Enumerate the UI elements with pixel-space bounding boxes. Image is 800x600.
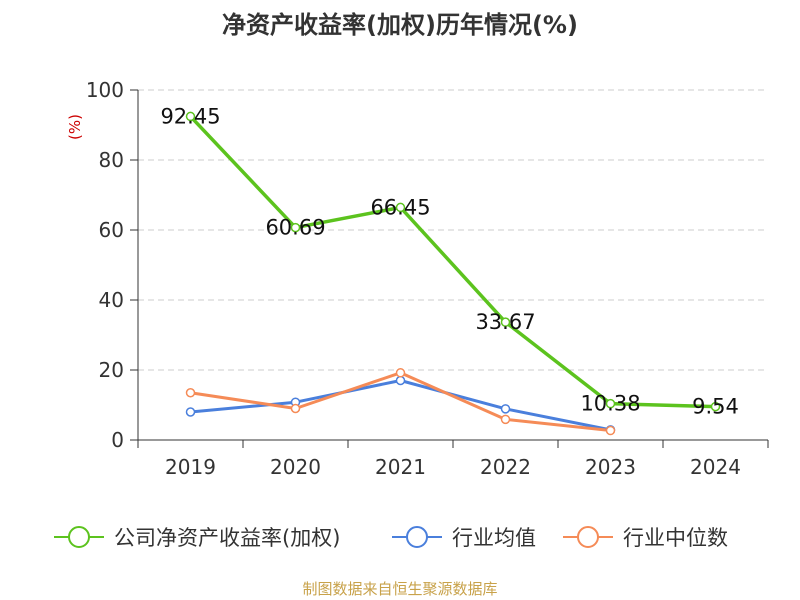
grid-lines bbox=[138, 89, 768, 371]
data-labels: 92.45 60.69 66.45 33.67 10.38 9.54 bbox=[160, 104, 738, 418]
series-line-1 bbox=[188, 114, 718, 409]
series-lines bbox=[188, 114, 718, 433]
x-tick-label: 2019 bbox=[165, 455, 216, 479]
y-tick-label: 100 bbox=[86, 78, 124, 102]
data-point bbox=[500, 317, 511, 327]
legend-label: 行业中位数 bbox=[623, 526, 728, 550]
data-point bbox=[500, 414, 511, 425]
y-tick-label: 20 bbox=[99, 358, 124, 382]
legend-marker bbox=[68, 526, 90, 548]
x-tick-label: 2020 bbox=[270, 455, 321, 479]
x-tick-label: 2023 bbox=[585, 455, 636, 479]
data-point bbox=[710, 401, 721, 412]
data-point bbox=[395, 202, 406, 213]
data-label: 60.69 bbox=[265, 216, 325, 240]
data-label: 92.45 bbox=[160, 104, 220, 128]
data-point bbox=[185, 111, 196, 122]
data-label: 10.38 bbox=[580, 392, 640, 416]
data-label: 33.67 bbox=[475, 310, 535, 334]
y-axis-unit-label: (%) bbox=[66, 114, 84, 140]
data-point bbox=[605, 425, 616, 436]
data-label: 9.54 bbox=[692, 395, 739, 419]
y-tick-label: 60 bbox=[99, 218, 124, 242]
x-tick-label: 2024 bbox=[690, 455, 741, 479]
y-tick-label: 80 bbox=[99, 148, 124, 172]
data-point bbox=[605, 398, 616, 409]
legend-marker bbox=[577, 526, 599, 548]
y-tick-label: 40 bbox=[99, 288, 124, 312]
data-points bbox=[185, 111, 721, 436]
data-point bbox=[395, 375, 406, 386]
legend-label: 公司净资产收益率(加权) bbox=[114, 526, 340, 550]
data-point bbox=[185, 388, 196, 398]
legend-marker bbox=[406, 526, 428, 548]
data-point bbox=[290, 222, 301, 233]
legend: 公司净资产收益率(加权) 行业均值 行业中位数 bbox=[54, 526, 728, 550]
y-tick-label: 0 bbox=[111, 428, 124, 452]
x-tick-label: 2022 bbox=[480, 455, 531, 479]
chart-title: 净资产收益率(加权)历年情况(%) bbox=[222, 11, 578, 39]
data-label: 66.45 bbox=[370, 195, 430, 219]
x-tick-label: 2021 bbox=[375, 455, 426, 479]
data-source-note: 制图数据来自恒生聚源数据库 bbox=[302, 580, 497, 598]
data-point bbox=[185, 407, 196, 417]
legend-label: 行业均值 bbox=[452, 526, 536, 550]
data-point bbox=[500, 404, 511, 414]
data-point bbox=[395, 368, 406, 378]
data-point bbox=[290, 403, 301, 414]
axes: 0 20 40 60 80 100 2019 2020 2021 2022 2023 2024 bbox=[86, 78, 769, 479]
